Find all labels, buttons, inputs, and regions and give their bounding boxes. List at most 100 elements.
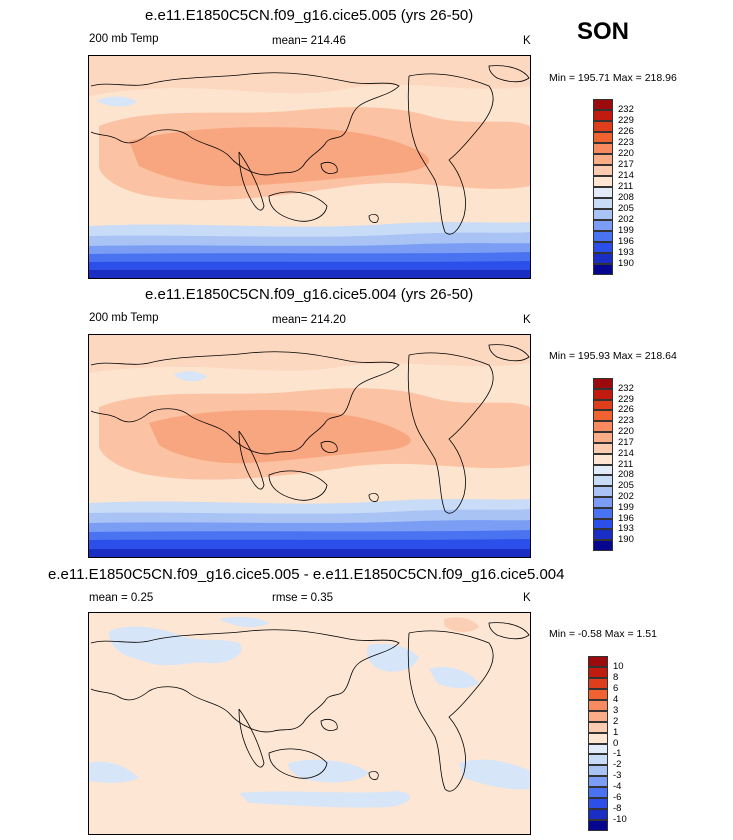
panel2-south-band-6	[89, 549, 530, 557]
panel2-title: e.e11.E1850C5CN.f09_g16.cice5.004 (yrs 2…	[145, 286, 474, 303]
season-label: SON	[577, 18, 630, 45]
panel2-colorbar-label: 211	[618, 458, 634, 470]
panel3-colorbar-cell	[588, 809, 608, 821]
panel1-colorbar-cell	[593, 242, 613, 253]
panel3-title: e.e11.E1850C5CN.f09_g16.cice5.005 - e.e1…	[48, 566, 565, 583]
panel3-coastlines	[90, 622, 530, 792]
panel2-colorbar-label: 190	[618, 534, 634, 546]
panel3-colorbar-cell	[588, 754, 608, 766]
panel3-colorbar-label: 2	[613, 715, 619, 727]
panel1-colorbar-cell	[593, 231, 613, 242]
panel2-units: K	[523, 314, 531, 326]
panel2-mean: mean= 214.20	[272, 314, 346, 326]
panel2-colorbar-label: 214	[618, 447, 634, 459]
panel2-colorbar-label: 232	[618, 382, 634, 394]
panel2-colorbar-cell	[593, 432, 613, 443]
panel2-colorbar-label: 205	[618, 480, 634, 492]
panel1-colorbar-label: 232	[618, 104, 634, 115]
panel2-colorbar-label: 217	[618, 436, 634, 448]
panel1-colorbar-cell	[593, 110, 613, 121]
panel1-variable: 200 mb Temp	[89, 33, 159, 45]
panel2-colorbar-cell	[593, 410, 613, 422]
panel1-map	[88, 55, 531, 279]
panel1-colorbar-cell	[593, 198, 613, 209]
panel2-colorbar-label: 226	[618, 404, 634, 416]
panel3-colorbar-label: 8	[613, 671, 619, 683]
panel3-colorbar-cell	[588, 787, 608, 799]
panel3-colorbar-label: -10	[613, 814, 627, 826]
panel1-colorbar-cell	[593, 121, 613, 132]
panel3-colorbar-cell	[588, 656, 608, 667]
panel3-colorbar-label: 3	[613, 704, 619, 716]
panel3-colorbar-cell	[588, 820, 608, 831]
panel2-map	[88, 334, 531, 558]
panel3-negative-patches	[89, 616, 530, 808]
panel1-units: K	[523, 35, 531, 47]
panel3-rmse: rmse = 0.35	[272, 592, 334, 604]
panel1-colorbar-label: 202	[618, 214, 634, 225]
panel1-colorbar-cell	[593, 209, 613, 220]
panel1-south-band-6	[89, 270, 530, 278]
panel3-colorbar-cell	[588, 699, 608, 711]
panel3-colorbar-label: 4	[613, 693, 619, 705]
panel3-colorbar-cell	[588, 776, 608, 788]
panel1-coastlines	[90, 65, 530, 235]
panel2-colorbar-cell	[593, 496, 613, 508]
panel1-colorbar-label: 208	[618, 192, 634, 203]
panel2-colorbar-label: 208	[618, 469, 634, 481]
panel3-colorbar-label: -2	[613, 759, 622, 771]
panel2-colorbar-cell	[593, 464, 613, 476]
panel3-colorbar-cell	[588, 677, 608, 689]
panel3-colorbar-cell	[588, 710, 608, 722]
panel1-colorbar-cell	[593, 165, 613, 176]
panel1-tropic-core	[129, 127, 429, 187]
panel1-colorbar-label: 199	[618, 225, 634, 236]
panel3-colorbar-cell	[588, 666, 608, 678]
panel2-colorbar-label: 223	[618, 415, 634, 427]
panel1-colorbar-label: 217	[618, 159, 634, 170]
panel2-colorbar-cell	[593, 421, 613, 433]
panel3-map-svg	[89, 613, 530, 834]
panel1-mean: mean= 214.46	[272, 35, 346, 47]
panel1-colorbar-label: 220	[618, 148, 634, 159]
panel2-colorbar-cell	[593, 453, 613, 465]
panel1-colorbar-label: 226	[618, 126, 634, 137]
panel3-colorbar-cell	[588, 798, 608, 810]
panel3-colorbar-label: 10	[613, 660, 624, 672]
panel1-colorbar-cell	[593, 143, 613, 154]
panel1-blue-patch	[97, 96, 137, 107]
panel1-colorbar-label: 190	[618, 258, 634, 269]
panel1-colorbar: 232 229 226 223 220 217 214 211 208 205 202 199 196 1…	[593, 99, 653, 275]
panel1-colorbar-cell	[593, 176, 613, 187]
panel1-colorbar-cell	[593, 187, 613, 198]
panel1-colorbar-label: 229	[618, 115, 634, 126]
panel2-colorbar-label: 220	[618, 426, 634, 438]
panel3-colorbar-cell	[588, 732, 608, 744]
panel3-colorbar-cell	[588, 721, 608, 733]
panel1-title: e.e11.E1850C5CN.f09_g16.cice5.005 (yrs 2…	[145, 7, 474, 24]
panel3-minmax: Min = -0.58 Max = 1.51	[549, 628, 657, 640]
panel3-colorbar-label: 6	[613, 682, 619, 694]
panel2-colorbar-cell	[593, 399, 613, 411]
panel3-colorbar-label: -4	[613, 781, 622, 793]
panel1-colorbar-cell	[593, 132, 613, 143]
panel2-colorbar-cell	[593, 507, 613, 519]
panel1-minmax: Min = 195.71 Max = 218.96	[549, 72, 677, 84]
panel2-colorbar-cell	[593, 486, 613, 497]
panel3-mean: mean = 0.25	[89, 592, 154, 604]
panel1-colorbar-cell	[593, 220, 613, 231]
panel1-colorbar-cell	[593, 253, 613, 264]
panel1-north-band	[89, 56, 530, 96]
panel1-colorbar-label: 223	[618, 137, 634, 148]
panel3-colorbar-label: -3	[613, 770, 622, 782]
panel2-tropic-core	[149, 410, 411, 464]
panel1-colorbar-cell	[593, 99, 613, 110]
panel2-blue-patch	[174, 371, 207, 382]
panel3-positive-patch	[444, 617, 479, 633]
panel1-colorbar-cell	[593, 154, 613, 165]
panel2-map-svg	[89, 335, 530, 557]
panel1-colorbar-label: 196	[618, 236, 634, 247]
panel2-colorbar-label: 196	[618, 512, 634, 524]
panel2-colorbar-cell	[593, 529, 613, 541]
panel2-colorbar-label: 199	[618, 501, 634, 513]
